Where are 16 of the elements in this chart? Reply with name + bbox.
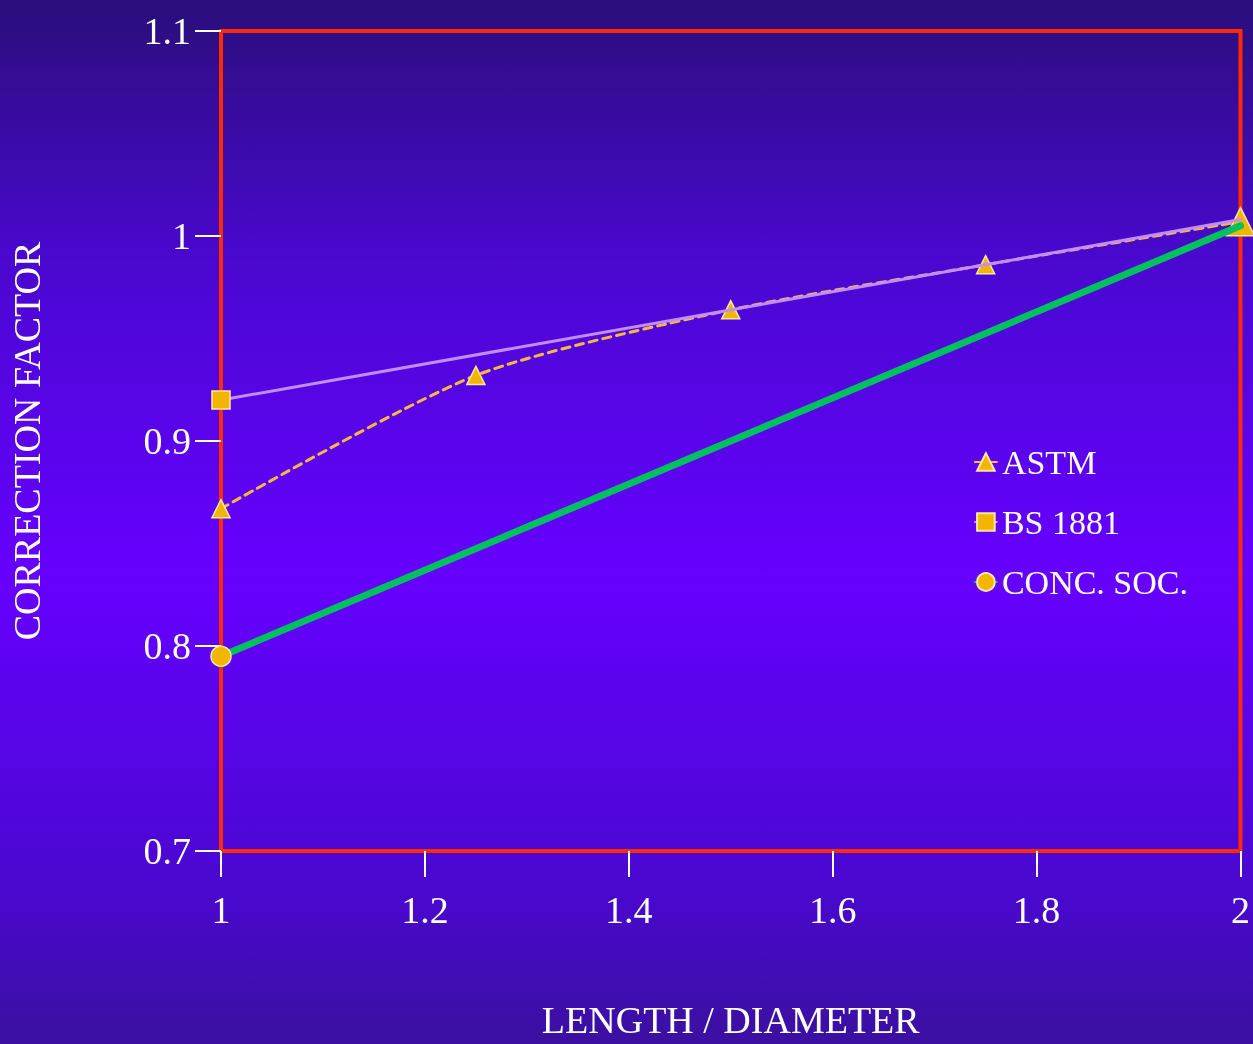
y-tick-label: 0.9	[143, 420, 191, 462]
y-tick-label: 1	[172, 215, 191, 257]
x-axis-title: LENGTH / DIAMETER	[541, 999, 921, 1041]
y-tick-label: 0.8	[143, 625, 191, 667]
x-tick-label: 2	[1231, 889, 1250, 931]
x-tick-label: 1.4	[605, 889, 653, 931]
y-tick-label: 0.7	[143, 830, 191, 872]
legend-label: BS 1881	[1001, 503, 1120, 541]
y-axis-title: CORRECTION FACTOR	[6, 240, 48, 641]
x-tick-label: 1.8	[1012, 889, 1061, 931]
y-tick-label: 1.1	[143, 10, 191, 52]
legend-label: CONC. SOC.	[1001, 563, 1189, 601]
x-tick-label: 1.2	[401, 889, 449, 931]
x-tick-label: 1.6	[808, 889, 857, 931]
legend-label: ASTM	[1001, 443, 1097, 481]
x-tick-label: 1	[211, 889, 231, 931]
